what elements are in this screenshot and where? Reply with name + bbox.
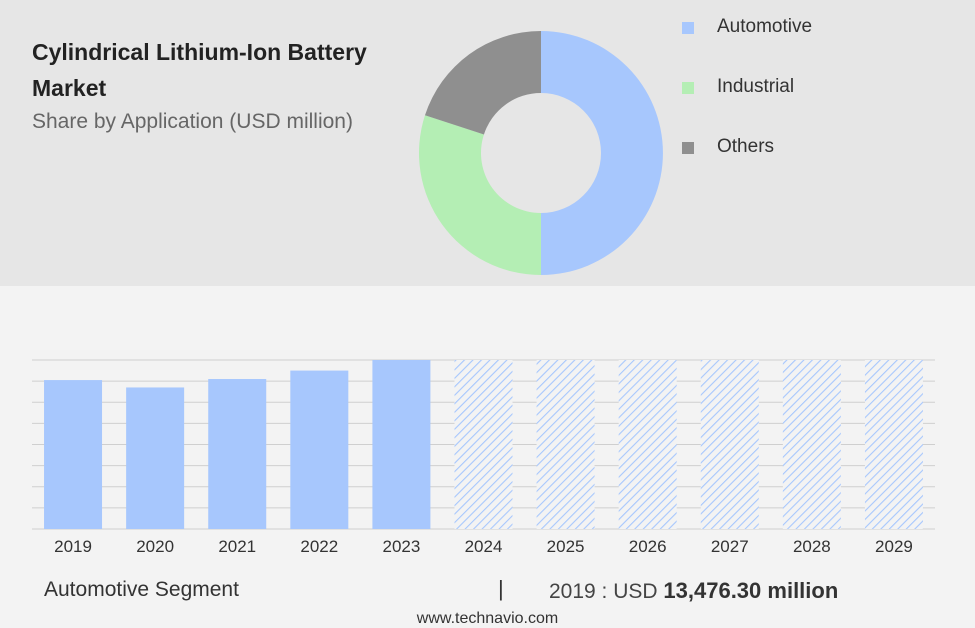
- chart-subtitle: Share by Application (USD million): [32, 110, 353, 133]
- source-label: www.technavio.com: [416, 610, 559, 627]
- x-tick-label: 2028: [793, 537, 831, 556]
- legend-item-industrial: Industrial: [680, 74, 880, 98]
- segment-label: Automotive Segment: [44, 578, 239, 601]
- x-tick-label: 2026: [629, 537, 667, 556]
- legend-item-automotive: Automotive: [680, 14, 880, 38]
- bar-2023: [372, 360, 431, 529]
- segment-value: 2019 : USD 13,476.30 million: [549, 578, 838, 604]
- donut-slice-automotive: [541, 31, 663, 275]
- bar-2027: [700, 360, 759, 529]
- x-tick-label: 2029: [875, 537, 913, 556]
- bar-2020: [126, 387, 185, 529]
- segment-value-prefix: 2019 : USD: [549, 580, 658, 603]
- bar-2022: [290, 370, 349, 529]
- x-tick-label: 2027: [711, 537, 749, 556]
- bar-2025: [536, 360, 595, 529]
- footer-separator: |: [498, 576, 504, 601]
- x-tick-label: 2025: [547, 537, 585, 556]
- legend-label: Industrial: [717, 76, 795, 97]
- x-tick-label: 2022: [300, 537, 338, 556]
- donut-chart: [418, 31, 663, 275]
- segment-value-amount: 13,476.30 million: [663, 578, 839, 603]
- bar-2024: [454, 360, 513, 529]
- x-tick-label: 2019: [54, 537, 92, 556]
- bar-2021: [208, 379, 267, 529]
- legend-swatch-industrial: [682, 82, 694, 94]
- donut-slice-industrial: [418, 115, 541, 275]
- legend-swatch-others: [682, 142, 694, 154]
- donut-slice-others: [424, 31, 541, 135]
- bar-2029: [864, 360, 923, 529]
- bar-2019: [44, 380, 103, 529]
- x-tick-label: 2023: [382, 537, 420, 556]
- legend-label: Others: [717, 136, 775, 157]
- legend-item-others: Others: [680, 134, 880, 158]
- x-tick-label: 2024: [465, 537, 503, 556]
- bar-chart: 2019 2020 2021 2022 2023 2024 2025 2026 2027 2028…: [32, 359, 935, 556]
- bar-2028: [782, 360, 841, 529]
- x-tick-label: 2021: [218, 537, 256, 556]
- legend-label: Automotive: [717, 16, 813, 37]
- legend-swatch-automotive: [682, 22, 694, 34]
- bar-2026: [618, 360, 677, 529]
- chart-title: Cylindrical Lithium-Ion Battery Market: [32, 39, 367, 101]
- x-tick-label: 2020: [136, 537, 174, 556]
